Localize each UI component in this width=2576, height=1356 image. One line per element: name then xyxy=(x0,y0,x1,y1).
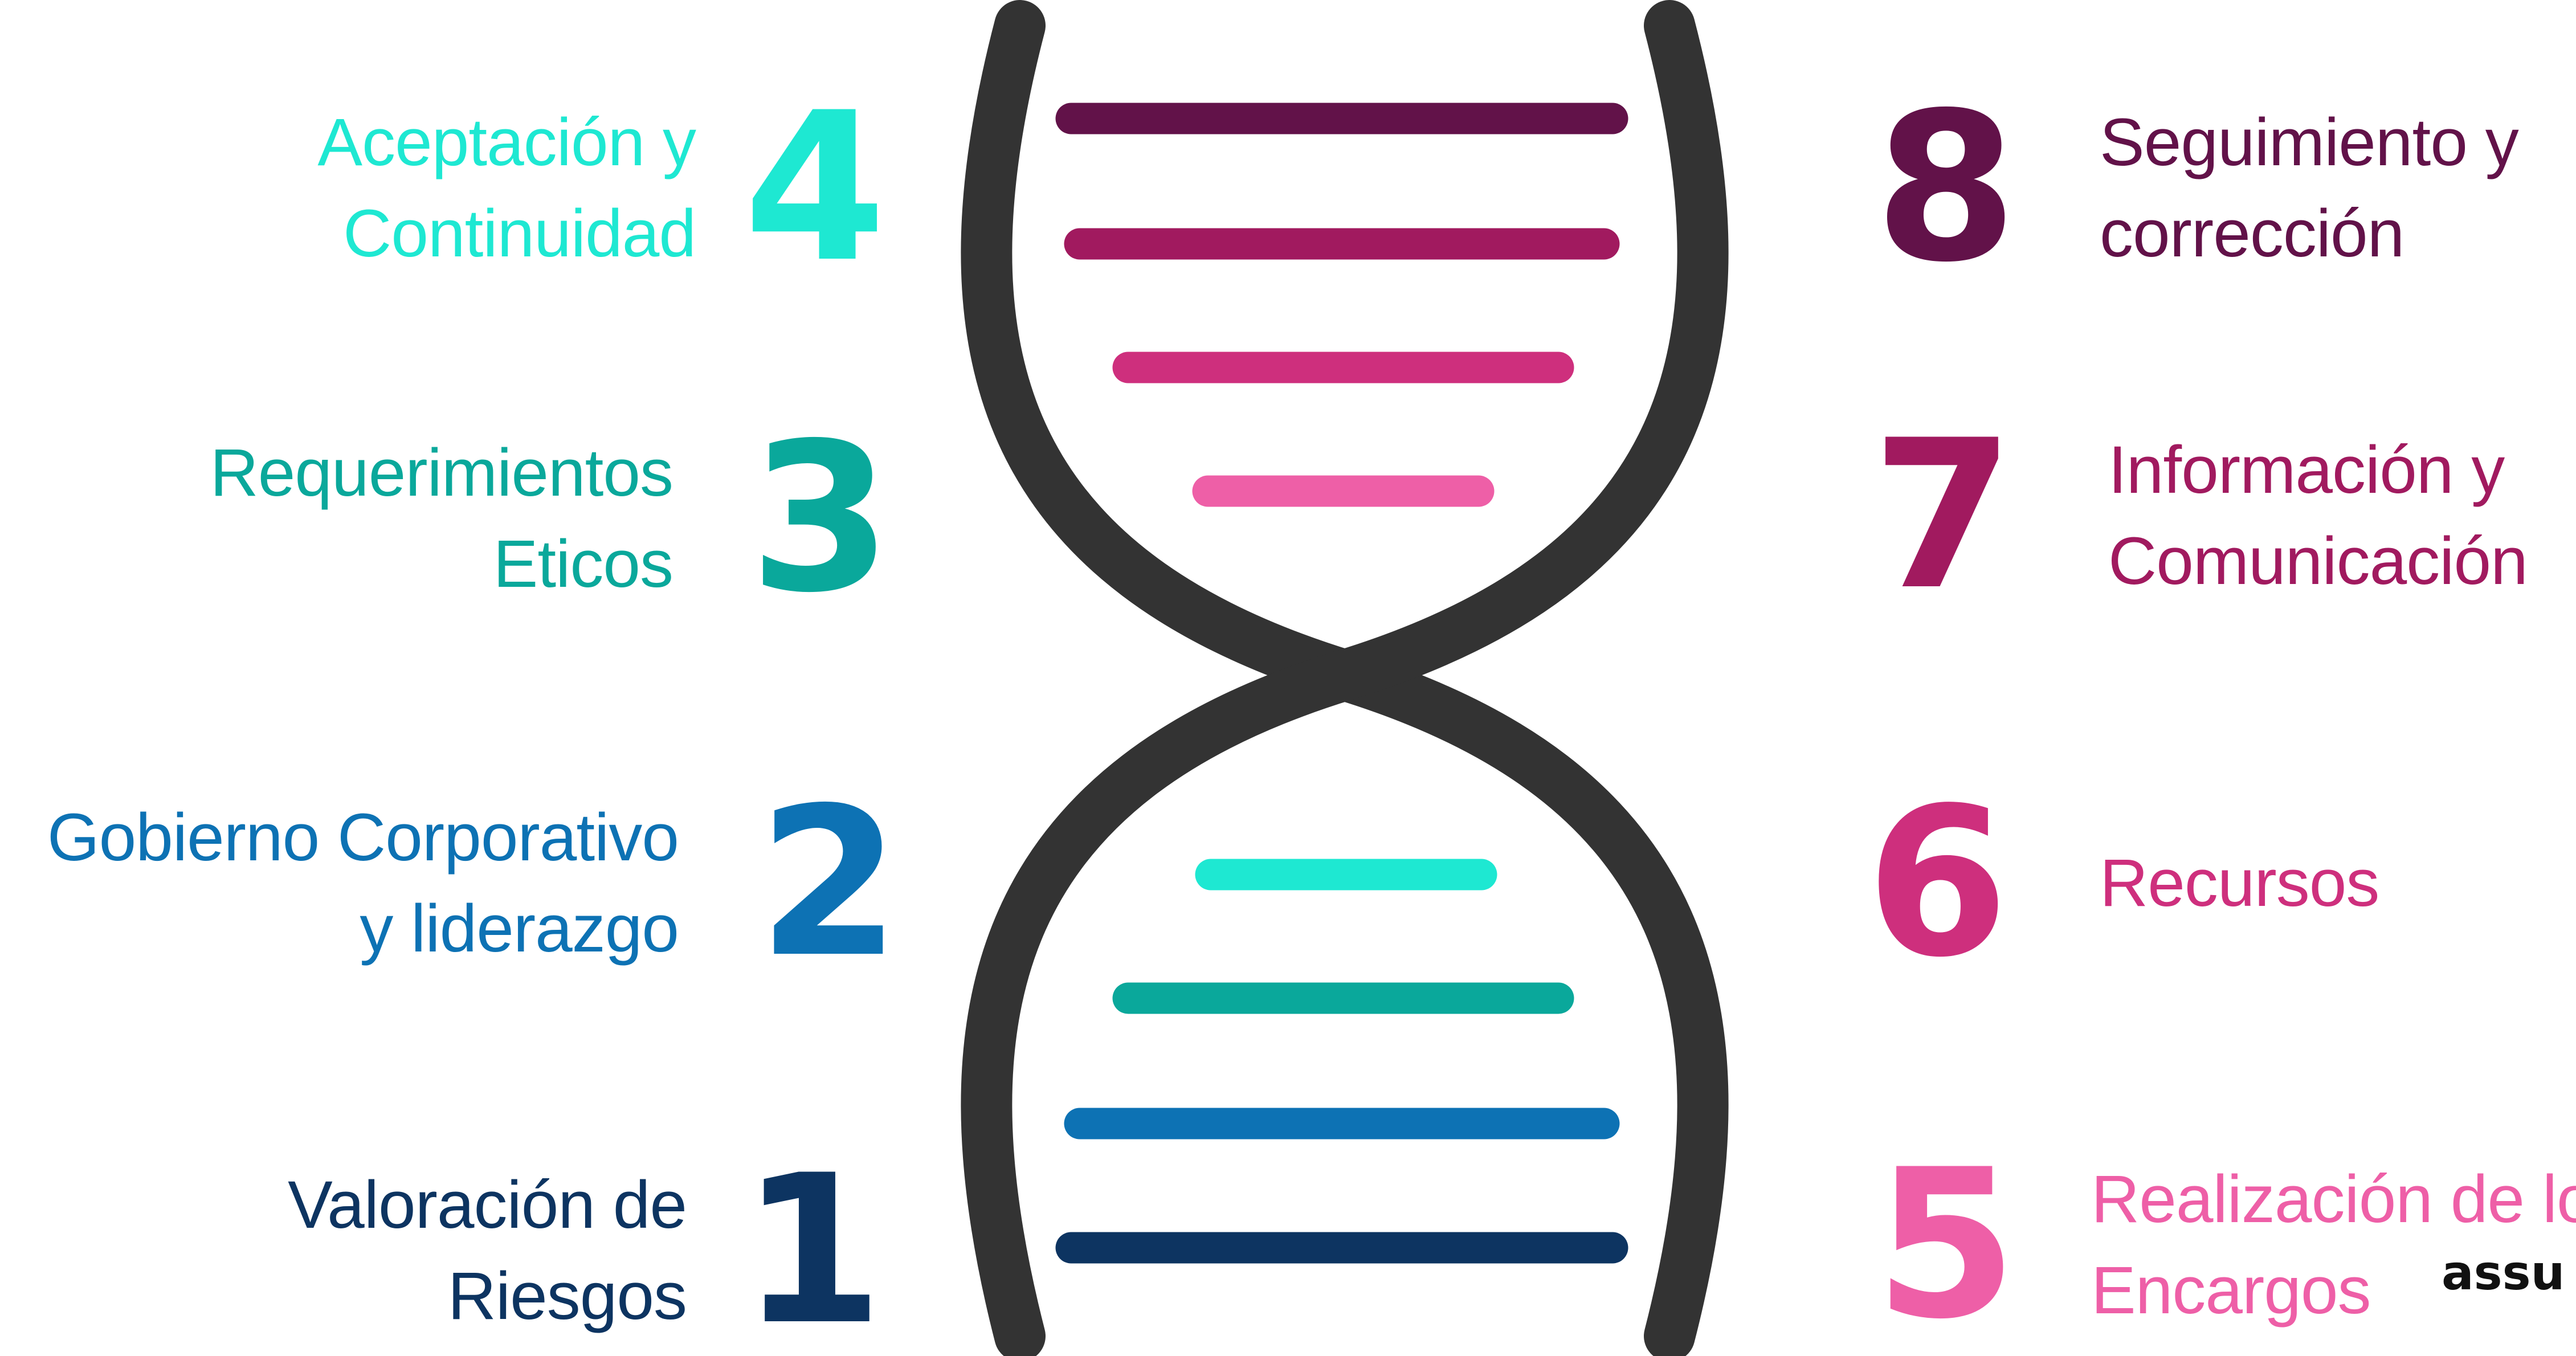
step-5-label-line-1: Realización de lo xyxy=(2091,1162,2576,1237)
step-1-label-line-1: Valoración de xyxy=(288,1167,687,1243)
brand-logo: assu xyxy=(2442,1245,2565,1301)
step-4-label: Aceptación y Continuidad xyxy=(317,97,696,279)
step-2-label: Gobierno Corporativo y liderazgo xyxy=(47,792,679,974)
step-1-label: Valoración de Riesgos xyxy=(288,1159,687,1342)
step-8-label-line-2: corrección xyxy=(2100,196,2404,271)
step-5-number: 5 xyxy=(1875,1125,2018,1356)
step-5-label-line-2: Encargos xyxy=(2091,1253,2371,1328)
step-6-label-line-1: Recursos xyxy=(2100,846,2379,921)
step-1-label-line-2: Riesgos xyxy=(447,1259,687,1334)
helix-rungs xyxy=(1055,103,1628,1264)
brand-logo-text: assu xyxy=(2442,1245,2565,1301)
step-4-label-line-2: Continuidad xyxy=(343,196,696,271)
step-3-number: 3 xyxy=(749,399,892,638)
step-6-label: Recursos xyxy=(2100,838,2379,929)
step-7-label: Información y Comunicación xyxy=(2108,424,2528,607)
step-8-label: Seguimiento y corrección xyxy=(2100,97,2519,279)
step-8-number: 8 xyxy=(1875,68,2018,307)
step-5-label: Realización de lo Encargos xyxy=(2091,1154,2576,1336)
step-1-number: 1 xyxy=(741,1131,884,1356)
step-3-label: Requerimientos Eticos xyxy=(210,427,673,610)
step-3-label-line-1: Requerimientos xyxy=(210,435,673,510)
step-2-label-line-1: Gobierno Corporativo xyxy=(47,800,679,875)
step-6-number: 6 xyxy=(1866,763,2009,1002)
step-7-label-line-1: Información y xyxy=(2108,432,2505,508)
step-4-label-line-1: Aceptación y xyxy=(317,105,696,180)
step-4-number: 4 xyxy=(744,68,887,307)
helix-strand-right xyxy=(961,0,1729,1356)
step-7-label-line-2: Comunicación xyxy=(2108,524,2528,599)
step-3-label-line-2: Eticos xyxy=(493,526,673,602)
step-2-label-line-2: y liderazgo xyxy=(360,891,679,966)
step-2-number: 2 xyxy=(758,763,901,1002)
step-7-number: 7 xyxy=(1872,396,2015,635)
step-8-label-line-1: Seguimiento y xyxy=(2100,105,2519,180)
